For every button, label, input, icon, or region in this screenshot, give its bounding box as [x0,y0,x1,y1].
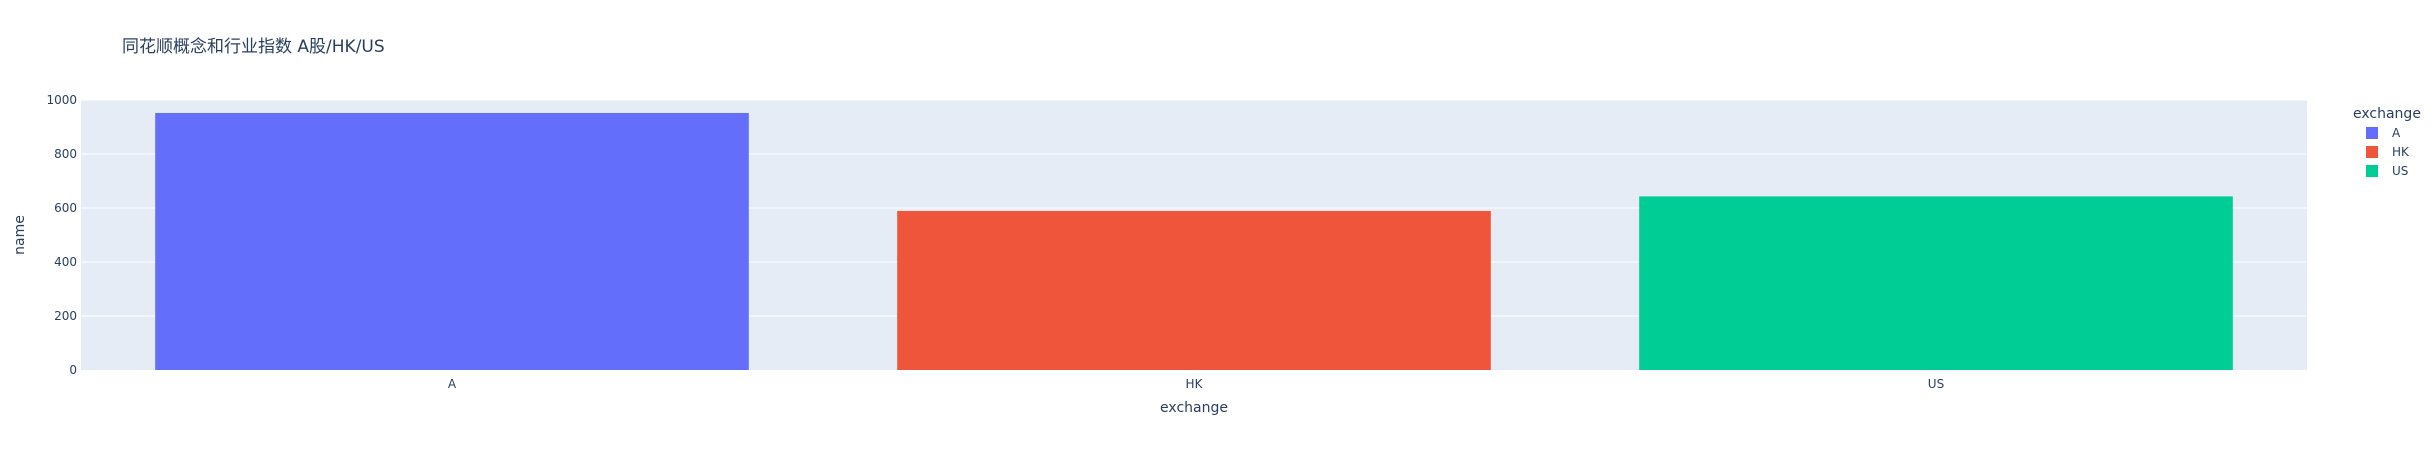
legend-swatch [2366,127,2378,139]
legend-item-label[interactable]: US [2392,164,2408,178]
x-axis-title: exchange [1160,400,1228,416]
x-tick-label: HK [1186,377,1204,391]
x-axis-ticks: A HK US [448,377,1944,391]
x-tick-label: A [448,377,457,391]
chart-title: 同花顺概念和行业指数 A股/HK/US [122,37,385,57]
y-axis-title: name [12,215,28,255]
y-tick-label: 1000 [46,93,77,107]
legend-swatch [2366,146,2378,158]
legend-title: exchange [2353,106,2421,122]
legend-swatch [2366,165,2378,177]
bar-us [1639,196,2233,370]
y-tick-label: 200 [54,309,77,323]
bar-hk [897,210,1491,370]
legend-item-label[interactable]: A [2392,126,2401,140]
legend-item-label[interactable]: HK [2392,145,2410,159]
y-axis-ticks: 0 200 400 600 800 1000 [46,93,77,377]
x-tick-label: US [1928,377,1944,391]
y-tick-label: 0 [69,363,77,377]
bar-a [155,112,749,371]
y-tick-label: 600 [54,201,77,215]
bars [155,112,2233,371]
legend: exchange A HK US [2353,106,2421,178]
y-tick-label: 800 [54,147,77,161]
y-tick-label: 400 [54,255,77,269]
